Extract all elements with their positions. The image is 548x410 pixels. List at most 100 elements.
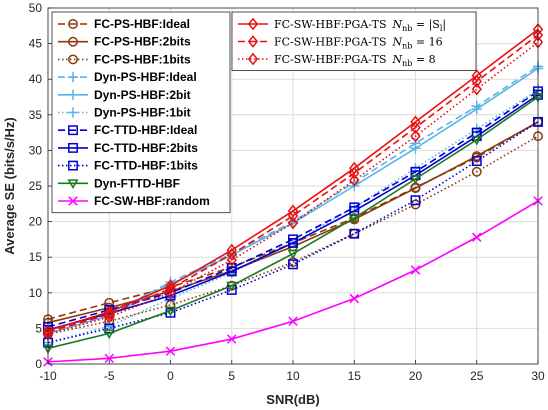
data-point [348, 214, 360, 224]
y-tick-label: 30 [29, 143, 43, 157]
data-point [410, 195, 421, 206]
data-point [165, 282, 176, 295]
data-point [349, 293, 359, 304]
data-point [165, 306, 176, 317]
legend-entry: FC-PS-HBF:Ideal [58, 17, 190, 31]
series-line [47, 94, 539, 331]
series-13 [42, 35, 544, 341]
legend-marker [247, 52, 259, 66]
y-tick-label: 15 [29, 250, 43, 264]
data-point [472, 232, 482, 242]
legend-label: Dyn-FTTD-HBF [94, 176, 180, 190]
data-point [165, 279, 176, 293]
y-tick-label: 5 [35, 321, 42, 335]
legend-entry: FC-PS-HBF:2bits [58, 35, 191, 49]
data-point [471, 156, 482, 167]
data-point [410, 129, 421, 143]
legend-right: FC-SW-HBF:PGA-TS Nnb = |Sl| FC-SW-HBF:PGA-… [231, 11, 477, 71]
data-point [287, 209, 299, 223]
data-point [226, 281, 238, 292]
legend-label: FC-TTD-HBF:1bits [94, 159, 198, 173]
x-tick-label: -10 [39, 369, 57, 383]
y-tick-label: 20 [29, 215, 43, 229]
y-tick-label: 45 [29, 37, 43, 51]
legend-marker [247, 35, 259, 48]
data-point [104, 353, 114, 364]
series-12 [42, 28, 544, 339]
data-point [165, 346, 176, 356]
data-point [288, 316, 298, 327]
legend-marker [67, 89, 79, 100]
legend-entry: FC-SW-HBF:PGA-TS Nnb = 16 [238, 35, 443, 51]
data-point [226, 247, 237, 261]
legend-label: FC-SW-HBF:PGA-TS Nnb = 8 [274, 53, 436, 68]
data-point [349, 173, 360, 187]
legend-label: FC-PS-HBF:2bits [94, 35, 191, 49]
data-point [471, 103, 482, 115]
data-point [165, 286, 176, 300]
data-point [410, 143, 421, 154]
legend-box [231, 11, 477, 71]
data-point [410, 121, 421, 135]
y-tick-label: 25 [29, 179, 43, 193]
legend-layer: FC-PS-HBF:Ideal FC-PS-HBF:2bits FC-PS-HBF:… [51, 11, 477, 214]
x-tick-label: 5 [228, 369, 235, 383]
legend-entry: FC-SW-HBF:random [58, 194, 210, 208]
x-tick-label: 0 [167, 369, 174, 383]
legend-label: Dyn-PS-HBF:Ideal [94, 70, 197, 84]
legend-entry: Dyn-FTTD-HBF [58, 176, 180, 190]
data-point [287, 204, 299, 218]
series-layer [42, 22, 544, 367]
legend-label: FC-SW-HBF:PGA-TS Nnb = 16 [274, 36, 443, 51]
legend-label: FC-PS-HBF:Ideal [94, 17, 190, 31]
series-line [47, 96, 539, 350]
data-point [104, 310, 115, 324]
legend-left: FC-PS-HBF:Ideal FC-PS-HBF:2bits FC-PS-HBF:… [51, 11, 231, 214]
series-line [47, 121, 539, 344]
data-point [226, 266, 237, 277]
legend-label: FC-PS-HBF:1bits [94, 52, 191, 66]
data-point [410, 174, 421, 185]
legend-label: Dyn-PS-HBF:2bit [94, 88, 191, 102]
legend-label: FC-TTD-HBF:Ideal [94, 123, 197, 137]
data-point [287, 216, 299, 230]
legend-marker [68, 125, 78, 136]
x-tick-label: 25 [470, 369, 484, 383]
x-tick-label: -5 [104, 369, 115, 383]
legend-entry: FC-TTD-HBF:2bits [58, 141, 198, 155]
legend-marker [67, 71, 79, 83]
data-point [288, 259, 298, 270]
data-point [349, 166, 360, 180]
legend-marker [68, 196, 78, 206]
legend-label: FC-SW-HBF:random [94, 194, 210, 208]
series-10 [43, 196, 543, 367]
data-point [349, 228, 360, 239]
data-point [471, 74, 482, 88]
legend-entry: FC-SW-HBF:PGA-TS Nnb = |Sl| [238, 17, 446, 33]
legend-box [51, 11, 231, 214]
series-line [47, 34, 539, 333]
y-tick-label: 50 [29, 1, 43, 15]
legend-entry: FC-TTD-HBF:1bits [58, 159, 198, 173]
data-point [104, 307, 115, 321]
y-axis-label: Average SE (bits/s/Hz) [2, 117, 17, 255]
legend-label: FC-SW-HBF:PGA-TS Nnb = |Sl| [274, 18, 446, 33]
data-point [227, 334, 237, 344]
y-tick-label: 10 [29, 286, 43, 300]
data-point [103, 329, 115, 340]
data-point [287, 249, 299, 260]
legend-entry: Dyn-PS-HBF:Ideal [58, 70, 197, 84]
legend-marker [68, 160, 78, 171]
legend-entry: FC-PS-HBF:1bits [58, 52, 191, 66]
x-tick-label: 30 [531, 369, 545, 383]
legend-marker [68, 142, 78, 153]
y-tick-label: 0 [35, 357, 42, 371]
legend-entry: FC-SW-HBF:PGA-TS Nnb = 8 [238, 52, 436, 68]
legend-marker [67, 107, 79, 118]
data-point [104, 305, 115, 319]
legend-marker [247, 17, 259, 31]
legend-entry: FC-TTD-HBF:Ideal [58, 123, 197, 137]
y-tick-label: 40 [29, 72, 43, 86]
legend-entry: Dyn-PS-HBF:1bit [58, 106, 191, 120]
legend-marker [68, 54, 78, 65]
